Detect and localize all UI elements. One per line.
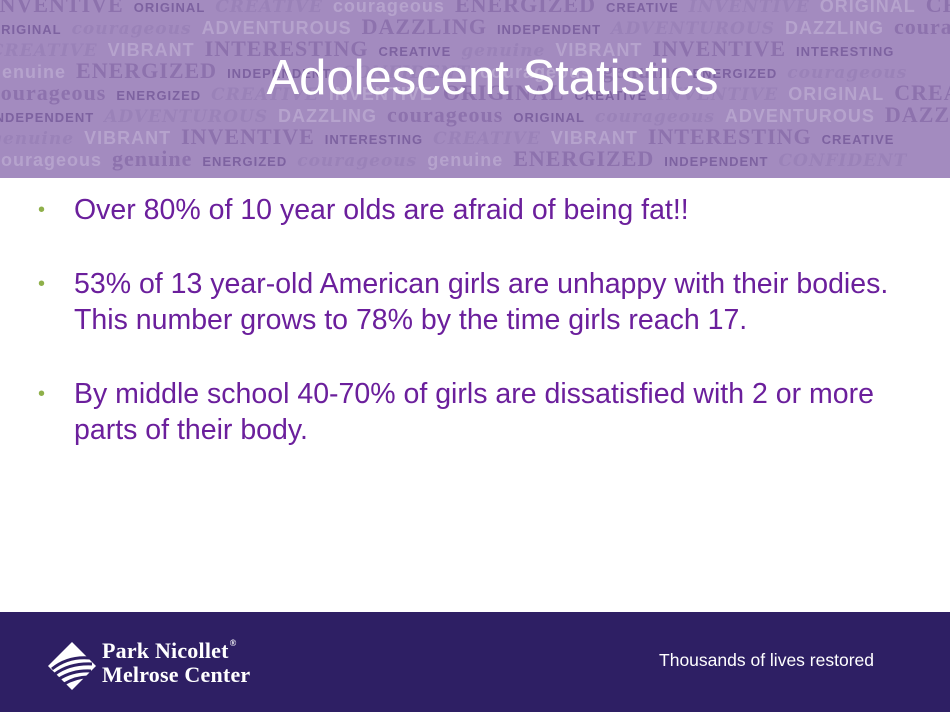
header-word: CREATIVE xyxy=(574,88,648,103)
header-word: courageous xyxy=(0,80,107,105)
header-word: courageous xyxy=(71,19,192,39)
header-word: ENERGIZED xyxy=(454,0,596,17)
header-word: genuine xyxy=(427,150,504,170)
header-word: courageous xyxy=(480,62,593,82)
header-word: INDEPENDENT xyxy=(0,110,95,125)
header-word-row: genuine ENERGIZED INDEPENDENT CONFIDENT cour… xyxy=(0,58,950,84)
header-word: CREATIVE xyxy=(378,44,452,59)
header-word: ENERGIZED xyxy=(692,66,778,81)
header-word: INDEPENDENT xyxy=(227,66,332,81)
header-word: CREATIVE xyxy=(211,85,319,105)
bullet-list: • Over 80% of 10 year olds are afraid of… xyxy=(36,192,896,486)
header-word: VIBRANT xyxy=(555,40,643,60)
slide-title: Adolescent Statistics xyxy=(266,51,719,105)
header-word: CREATIVE xyxy=(605,0,679,15)
header-word: ADVENTUROUS xyxy=(201,18,352,38)
bullet-text: 53% of 13 year-old American girls are un… xyxy=(74,268,889,336)
header-word: DAZZLING xyxy=(361,14,487,39)
bullet-item: • Over 80% of 10 year olds are afraid of… xyxy=(36,192,896,228)
header-word: ORIGINAL xyxy=(133,0,206,15)
header-word-row: INDEPENDENT ADVENTUROUS DAZZLING courageous… xyxy=(0,102,950,128)
bullet-item: • 53% of 13 year-old American girls are … xyxy=(36,266,896,338)
leaf-mark-icon xyxy=(48,642,96,690)
header-word: CONFIDENT xyxy=(778,151,908,171)
header-word: genuine xyxy=(0,129,75,149)
header-word: genuine xyxy=(0,62,67,82)
header-word: CREATIVE xyxy=(215,0,323,17)
header-word: CREATIVE xyxy=(821,132,895,147)
header-word: genuine xyxy=(112,146,193,171)
header-word: DAZZLING xyxy=(784,18,884,38)
bullet-marker: • xyxy=(38,273,46,295)
header-word: INTERESTING xyxy=(324,132,424,147)
header-word: courageous xyxy=(297,151,418,171)
header-word: INDEPENDENT xyxy=(664,154,769,169)
logo-line-2: Melrose Center xyxy=(102,662,251,687)
header-word: INVENTIVE xyxy=(688,0,810,17)
header-word: CONFIDENT xyxy=(341,63,471,83)
header-word: genuine xyxy=(602,58,683,83)
header-word: ORIGINAL xyxy=(513,110,585,125)
header-word: courageous xyxy=(787,63,908,83)
header-word: ENERGIZED xyxy=(202,154,288,169)
header-word: INDEPENDENT xyxy=(496,22,602,37)
slide-footer: Park Nicollet® Melrose Center Thousands … xyxy=(0,612,950,712)
bullet-text: By middle school 40-70% of girls are dis… xyxy=(74,378,874,446)
header-word-row: CREATIVE VIBRANT INTERESTING CREATIVE genuin… xyxy=(0,36,950,62)
header-word: ORIGINAL xyxy=(0,22,62,37)
slide-header: INVENTIVE ORIGINAL CREATIVE courageous ENERG… xyxy=(0,0,950,178)
header-word: ORIGINAL xyxy=(442,80,565,105)
header-word: INVENTIVE xyxy=(328,84,433,104)
header-word: INTERESTING xyxy=(647,124,812,149)
header-word: courageous xyxy=(332,0,445,16)
header-word: ADVENTUROUS xyxy=(611,19,775,39)
header-word: CREATIVE xyxy=(433,129,541,149)
header-word: ENERGIZED xyxy=(116,88,202,103)
header-word: VIBRANT xyxy=(107,40,195,60)
header-word: INVENTIVE xyxy=(657,85,779,105)
footer-tagline: Thousands of lives restored xyxy=(659,650,874,670)
header-word: VIBRANT xyxy=(550,128,638,148)
header-word: CREATIVE xyxy=(0,41,98,61)
header-word: ORIGINAL xyxy=(819,0,916,16)
header-word: CREATIVE xyxy=(925,0,950,17)
header-word: DAZZLING xyxy=(278,106,378,126)
header-word: INVENTIVE xyxy=(0,0,124,17)
header-word: INTERESTING xyxy=(796,44,895,59)
header-word: INVENTIVE xyxy=(652,36,787,61)
logo-line-1: Park Nicollet® xyxy=(102,638,237,663)
header-word: CREATIVE xyxy=(894,80,950,105)
header-word: courageous xyxy=(893,14,950,39)
header-word: VIBRANT xyxy=(84,128,172,148)
header-word: ADVENTUROUS xyxy=(724,106,875,126)
header-word-pattern: INVENTIVE ORIGINAL CREATIVE courageous ENERG… xyxy=(0,0,950,178)
header-word: ENERGIZED xyxy=(76,58,218,83)
header-word-row: ORIGINAL courageous ADVENTUROUS DAZZLING IND… xyxy=(0,14,950,40)
park-nicollet-logo: Park Nicollet® Melrose Center xyxy=(46,636,276,698)
bullet-item: • By middle school 40-70% of girls are d… xyxy=(36,376,896,448)
header-word-row: courageous genuine ENERGIZED courageous genu… xyxy=(0,146,950,172)
header-word-row: INVENTIVE ORIGINAL CREATIVE courageous ENERG… xyxy=(0,0,950,17)
header-word: INTERESTING xyxy=(204,36,369,61)
header-word: ORIGINAL xyxy=(788,84,885,104)
header-word: genuine xyxy=(461,41,546,61)
header-word: courageous xyxy=(594,107,715,127)
header-word-row: courageous ENERGIZED CREATIVE INVENTIVE ORIG… xyxy=(0,80,950,106)
bullet-text: Over 80% of 10 year olds are afraid of b… xyxy=(74,194,689,226)
bullet-marker: • xyxy=(38,199,46,221)
header-word: INVENTIVE xyxy=(181,124,315,149)
bullet-marker: • xyxy=(38,383,46,405)
header-word: ENERGIZED xyxy=(513,146,655,171)
header-word: ADVENTUROUS xyxy=(104,107,269,127)
header-word-row: genuine VIBRANT INVENTIVE INTERESTING CREATI… xyxy=(0,124,950,150)
header-word: courageous xyxy=(0,150,103,170)
header-word: DAZZLING xyxy=(884,102,950,127)
header-word: courageous xyxy=(387,102,504,127)
